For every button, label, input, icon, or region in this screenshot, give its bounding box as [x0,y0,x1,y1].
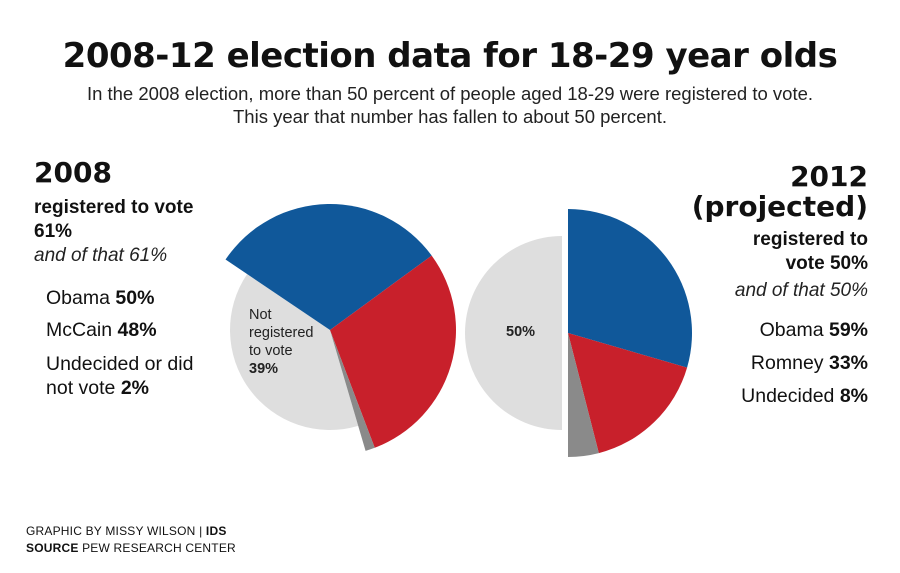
pie-2008-label-line1: Not [249,307,272,323]
legend-2008-undecided-value: 2% [120,377,149,399]
pie-2008-slice-not-registered [230,274,359,430]
pie-2012-slice-obama [568,209,693,368]
legend-2008-undecided-line2: not vote 2% [46,376,193,400]
pie-2008-label-value: 39% [249,361,278,377]
year-2012-heading: 2012 (projected) [692,162,868,222]
credit-org: IDS [205,524,227,538]
legend-2008-mccain: McCain 48% [46,318,157,342]
legend-2012-undecided-value: 8% [839,385,868,407]
of-that-2008: and of that 61% [34,245,168,266]
legend-2008-obama: Obama 50% [46,286,154,310]
chart-subtitle: In the 2008 election, more than 50 perce… [0,82,900,128]
legend-2008-undecided: Undecided or did not vote 2% [46,352,193,400]
pie-2012-slice-not-registered [465,236,562,430]
legend-2012-obama-name: Obama [759,319,824,341]
pie-2012-slice-romney [568,333,688,454]
pie-2008-slice-undecided-or-did-not-vote [330,330,375,451]
pie-2008-label-line2: registered [249,325,313,341]
year-2012-line2: (projected) [691,190,868,223]
legend-2012-romney-value: 33% [828,352,868,374]
registered-2008-line1: registered to vote [34,197,194,218]
credit-text: GRAPHIC BY MISSY WILSON | [26,524,206,538]
legend-2012-obama: Obama 59% [760,318,868,342]
source-line: SOURCE PEW RESEARCH CENTER [26,540,236,556]
subtitle-line-2: This year that number has fallen to abou… [233,106,667,127]
legend-2008-mccain-name: McCain [46,319,113,341]
credit-line: GRAPHIC BY MISSY WILSON | IDS [26,523,227,539]
pie-2008-slice-mccain [330,255,457,448]
year-2012-line1: 2012 [790,160,868,193]
pie-2012-not-registered-label: 50% [506,324,535,340]
registered-2012-text: vote [785,253,825,274]
legend-2012-undecided: Undecided 8% [741,384,868,408]
of-that-2012: and of that 50% [734,280,868,301]
legend-2012-romney-name: Romney [750,352,824,374]
legend-2012-undecided-name: Undecided [741,385,835,407]
pie-2008-slice-obama [225,203,432,330]
legend-2008-mccain-value: 48% [117,319,157,341]
registered-2012-line1: registered to [752,229,868,250]
registered-2012-value: 50% [829,253,868,274]
subtitle-line-1: In the 2008 election, more than 50 perce… [86,83,814,104]
chart-title: 2008-12 election data for 18-29 year old… [62,36,838,76]
pie-2008-label-line3: to vote [249,343,293,359]
legend-2012-romney: Romney 33% [751,351,868,375]
registered-2012-label: registered to vote 50% [753,228,868,276]
source-text: PEW RESEARCH CENTER [78,541,236,555]
source-label: SOURCE [26,541,79,555]
year-2008-heading: 2008 [34,156,112,189]
pie-2012-slice-undecided [568,333,599,457]
registered-2008-value: 61% [34,221,73,242]
legend-2008-undecided-name: not vote [46,377,116,399]
registered-2008-label: registered to vote 61% [34,196,193,244]
pie-2012 [465,209,693,457]
pie-2008-not-registered-label: Not registered to vote 39% [249,307,313,377]
pie-2008 [225,203,457,451]
registered-2012-line2: vote 50% [753,252,868,276]
legend-2008-obama-name: Obama [46,287,110,309]
legend-2008-obama-value: 50% [115,287,155,309]
legend-2008-undecided-line1: Undecided or did [46,353,194,375]
legend-2012-obama-value: 59% [828,319,868,341]
